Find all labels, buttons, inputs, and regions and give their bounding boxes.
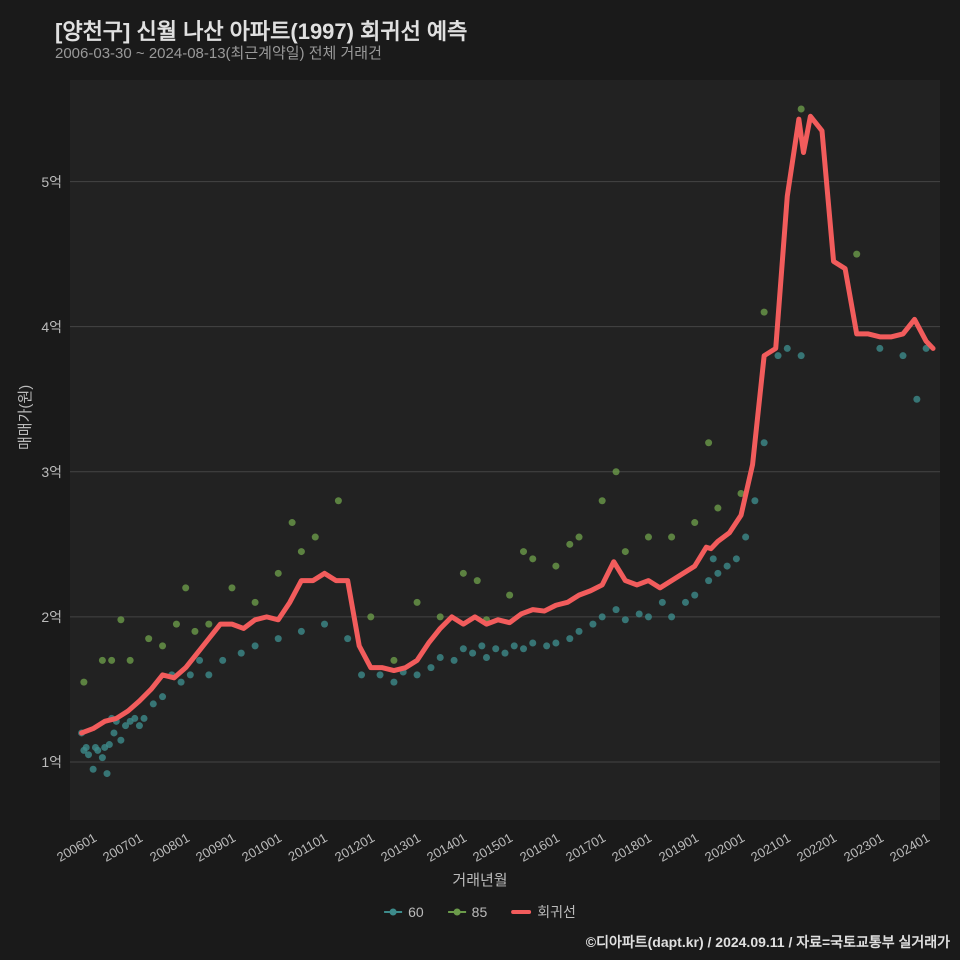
- x-tick-label: 201401: [424, 830, 469, 865]
- x-tick-label: 200601: [54, 830, 99, 865]
- y-tick-label: 1억: [41, 752, 62, 772]
- x-tick-label: 201301: [378, 830, 423, 865]
- y-axis-label: 매매가(원): [14, 385, 35, 450]
- x-tick-label: 200701: [100, 830, 145, 865]
- credit-text: ©디아파트(dapt.kr) / 2024.09.11 / 자료=국토교통부 실…: [586, 932, 950, 952]
- y-tick-label: 3억: [41, 462, 62, 482]
- x-tick-label: 202101: [748, 830, 793, 865]
- legend-marker-icon: [384, 911, 402, 913]
- x-tick-label: 202001: [702, 830, 747, 865]
- legend-label: 85: [472, 904, 488, 920]
- plot-svg: [70, 80, 940, 820]
- x-tick-label: 200801: [147, 830, 192, 865]
- y-tick-label: 2억: [41, 607, 62, 627]
- x-tick-label: 201801: [609, 830, 654, 865]
- plot-area: [70, 80, 940, 820]
- legend-item: 회귀선: [511, 902, 576, 922]
- y-tick-label: 4억: [41, 317, 62, 337]
- x-tick-label: 201701: [563, 830, 608, 865]
- x-axis-label: 거래년월: [452, 869, 507, 890]
- legend: 60 85 회귀선: [384, 902, 576, 922]
- x-tick-label: 201201: [332, 830, 377, 865]
- x-tick-label: 201601: [517, 830, 562, 865]
- x-tick-label: 201101: [286, 830, 330, 864]
- x-tick-label: 201501: [471, 830, 516, 865]
- legend-label: 60: [408, 904, 424, 920]
- legend-label: 회귀선: [537, 902, 576, 922]
- legend-item: 60: [384, 904, 424, 920]
- legend-item: 85: [448, 904, 488, 920]
- x-tick-label: 202301: [841, 830, 886, 865]
- chart-container: [양천구] 신월 나산 아파트(1997) 회귀선 예측 2006-03-30 …: [0, 0, 960, 960]
- chart-subtitle: 2006-03-30 ~ 2024-08-13(최근계약일) 전체 거래건: [55, 42, 382, 63]
- legend-marker-icon: [448, 911, 466, 913]
- x-tick-label: 202401: [887, 830, 932, 865]
- y-tick-label: 5억: [41, 172, 62, 192]
- x-tick-label: 202201: [795, 830, 840, 865]
- legend-marker-icon: [511, 910, 531, 914]
- x-tick-label: 201001: [239, 830, 284, 865]
- x-tick-label: 200901: [193, 830, 238, 865]
- x-tick-label: 201901: [656, 830, 701, 865]
